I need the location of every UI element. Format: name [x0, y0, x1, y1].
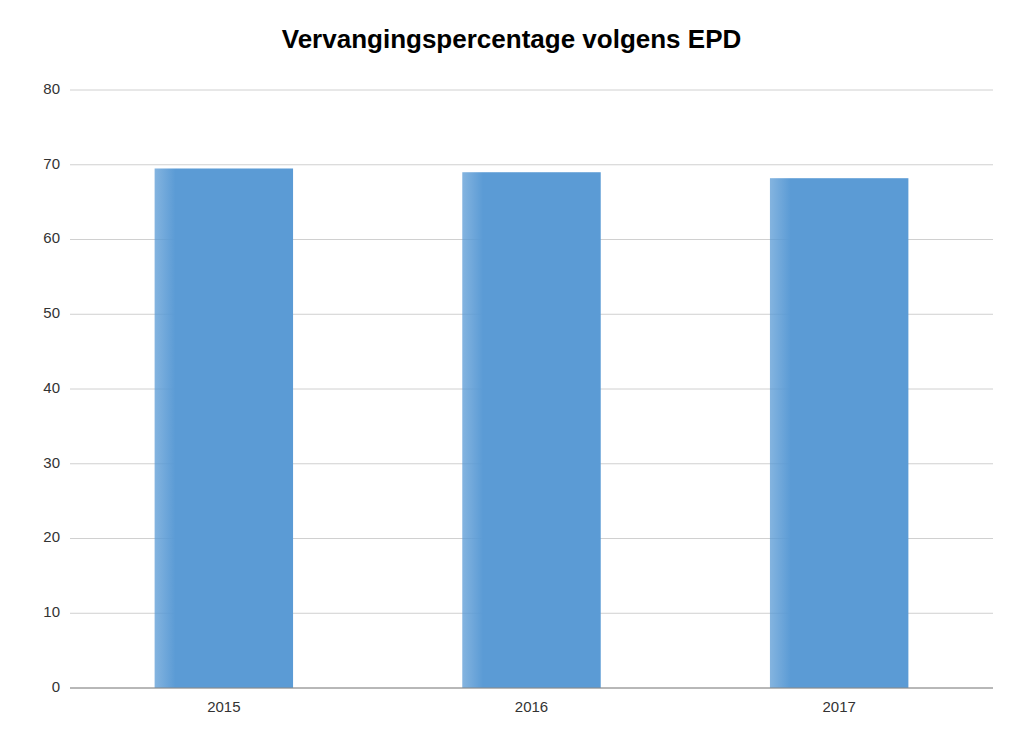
x-axis-line: [70, 688, 993, 689]
y-tick-label: 30: [43, 454, 60, 471]
bar: [770, 178, 908, 688]
y-tick-label: 10: [43, 603, 60, 620]
bar: [462, 172, 600, 688]
grid-line: [70, 164, 993, 165]
y-tick-label: 80: [43, 80, 60, 97]
y-tick-label: 0: [52, 678, 60, 695]
grid-line: [70, 90, 993, 91]
y-tick-label: 50: [43, 304, 60, 321]
x-tick-label: 2015: [207, 698, 240, 715]
grid-line: [70, 688, 993, 689]
y-tick-label: 40: [43, 379, 60, 396]
chart-svg: 0 10 20 30 40 50 60 70 80 2015 2016 2017 Vervangings…: [0, 0, 1023, 748]
x-tick-label: 2017: [822, 698, 855, 715]
grid: [70, 90, 993, 688]
x-tick-label: 2016: [515, 698, 548, 715]
y-tick-label: 70: [43, 155, 60, 172]
y-tick-label: 60: [43, 229, 60, 246]
bars: [155, 168, 909, 688]
chart-title: Vervangingspercentage volgens EPD: [282, 24, 742, 54]
chart-container: 0 10 20 30 40 50 60 70 80 2015 2016 2017 Vervangings…: [0, 0, 1023, 748]
bar: [155, 168, 293, 688]
y-tick-label: 20: [43, 528, 60, 545]
